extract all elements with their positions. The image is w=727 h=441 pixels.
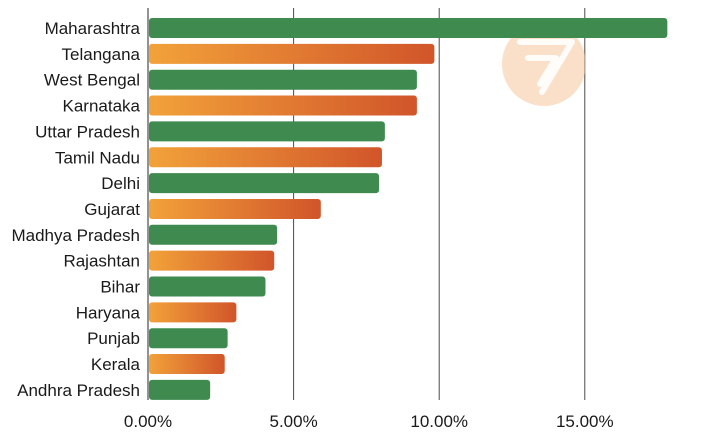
- bar-haryana: [149, 302, 237, 323]
- category-label: Andhra Pradesh: [17, 381, 140, 400]
- bar-maharashtra: [149, 18, 668, 38]
- bar-madhya-pradesh: [149, 224, 278, 245]
- category-label: Madhya Pradesh: [11, 226, 140, 245]
- bar-telangana: [149, 43, 435, 64]
- bar-rajashtan: [149, 250, 275, 271]
- bar-tamil-nadu: [149, 147, 382, 168]
- bars-group: [149, 18, 668, 400]
- x-tick-label: 10.00%: [410, 412, 468, 431]
- category-label: Maharashtra: [45, 19, 141, 38]
- x-tick-label: 5.00%: [269, 412, 317, 431]
- category-label: Haryana: [76, 303, 141, 322]
- category-label: West Bengal: [44, 71, 140, 90]
- category-label: Uttar Pradesh: [35, 122, 140, 141]
- bar-andhra-pradesh: [149, 379, 211, 400]
- bar-gujarat: [149, 198, 321, 219]
- category-label: Gujarat: [84, 200, 140, 219]
- bar-uttar-pradesh: [149, 121, 385, 142]
- category-label: Karnataka: [63, 97, 141, 116]
- category-label: Kerala: [91, 355, 141, 374]
- bar-kerala: [149, 354, 225, 375]
- x-tick-label: 0.00%: [124, 412, 172, 431]
- category-label: Punjab: [87, 329, 140, 348]
- logo-glyph: [517, 39, 575, 95]
- category-labels: Maharashtra Telangana West Bengal Karnataka…: [11, 19, 140, 400]
- brand-logo-icon: [502, 22, 586, 106]
- bar-delhi: [149, 173, 380, 194]
- category-label: Delhi: [101, 174, 140, 193]
- category-label: Bihar: [100, 278, 140, 297]
- x-tick-label: 15.00%: [556, 412, 614, 431]
- bar-punjab: [149, 328, 228, 349]
- x-axis-tick-labels: 0.00% 5.00% 10.00% 15.00%: [124, 412, 614, 431]
- category-label: Telangana: [62, 45, 141, 64]
- bar-west-bengal: [149, 69, 417, 90]
- category-label: Rajashtan: [63, 252, 140, 271]
- bar-karnataka: [149, 95, 417, 116]
- category-label: Tamil Nadu: [55, 148, 140, 167]
- bar-bihar: [149, 276, 266, 297]
